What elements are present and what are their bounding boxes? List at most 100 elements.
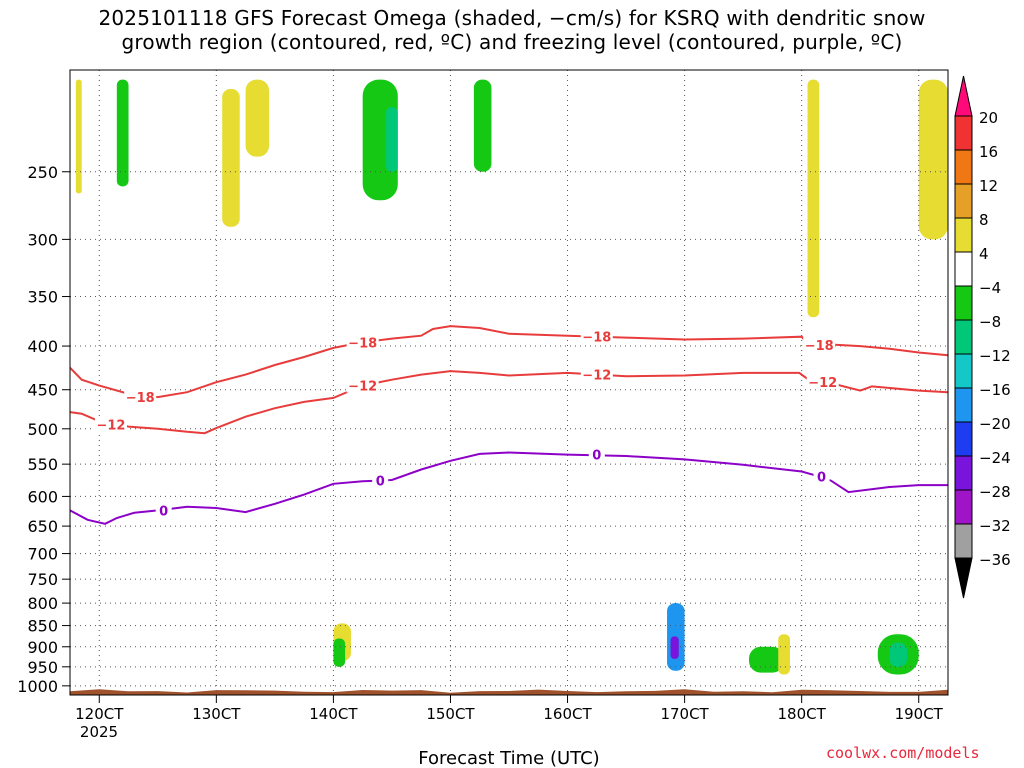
colorbar-segment-1 [954, 149, 973, 185]
freezing-level-0-label-bg-1 [372, 472, 389, 488]
colorbar-label-12: −32 [979, 517, 1011, 535]
plot-frame [69, 69, 949, 696]
y-tick-label-250: 250 [27, 163, 58, 182]
colorbar: 20 16 12 8 4 −4 −8 −12 −16 −20 −24 −28 −32 −36 [954, 75, 1011, 599]
colorbar-segment-0 [954, 115, 973, 151]
dgz-minus18-label-bg-3 [803, 337, 836, 353]
y-tick-label-500: 500 [27, 420, 58, 439]
y-tick-label-300: 300 [27, 230, 58, 249]
omega-green-lower-1 [333, 638, 346, 667]
y-tick-label-600: 600 [27, 487, 58, 506]
y-tick-label-400: 400 [27, 337, 58, 356]
dgz-minus18-label-0: −18 [126, 391, 155, 406]
omega-yellow-upper-4 [807, 79, 820, 318]
chart-title-line-2: growth region (contoured, red, ºC) and f… [121, 30, 903, 54]
colorbar-segment-10 [954, 455, 973, 491]
y-tick-label-850: 850 [27, 617, 58, 636]
omega-yellow-upper-5 [918, 79, 948, 240]
x-tick-label-130CT: 130CT [192, 705, 241, 723]
dgz-minus18-label-3: −18 [805, 339, 834, 354]
y-tick-label-950: 950 [27, 658, 58, 677]
colorbar-segment-5 [954, 285, 973, 321]
colorbar-label-2: 12 [979, 177, 998, 195]
x-axis: Forecast Time (UTC) 2025 120CT 130CT 140CT… [75, 695, 944, 768]
x-tick-label-180CT: 180CT [778, 705, 827, 723]
y-tick-label-900: 900 [27, 638, 58, 657]
omega-yellow-lower-2 [778, 634, 790, 675]
colorbar-bottom-arrow [954, 557, 973, 599]
x-tick-label-160CT: 160CT [543, 705, 592, 723]
x-axis-year-label: 2025 [80, 723, 118, 741]
omega-green-upper-2 [473, 79, 492, 172]
y-tick-label-650: 650 [27, 517, 58, 536]
x-axis-label: Forecast Time (UTC) [418, 748, 599, 768]
omega-yellow-upper-1 [75, 79, 82, 194]
omega-yellow-upper-3 [245, 79, 270, 157]
omega-cyan-lower-3 [889, 642, 908, 667]
colorbar-label-3: 8 [979, 211, 989, 229]
colorbar-segment-11 [954, 489, 973, 525]
omega-purple-lower-1 [670, 636, 679, 659]
freezing-level-0-label-bg-3 [813, 468, 830, 484]
colorbar-label-1: 16 [979, 143, 998, 161]
freezing-level-0-label-bg-0 [155, 502, 172, 518]
omega-yellow-upper-2 [222, 89, 240, 227]
dgz-minus12-label-0: −12 [96, 418, 125, 433]
freezing-level-0-label-2: 0 [592, 449, 601, 464]
colorbar-segment-9 [954, 421, 973, 457]
colorbar-segment-4 [954, 251, 973, 287]
omega-green-lower-2 [748, 646, 785, 673]
colorbar-label-13: −36 [979, 551, 1011, 569]
dgz-minus12-label-bg-2 [580, 366, 613, 382]
dgz-minus18-label-bg-1 [346, 334, 379, 350]
dgz-minus12-label-bg-1 [346, 377, 379, 393]
colorbar-label-0: 20 [979, 109, 998, 127]
terrain-layer [70, 689, 948, 695]
freezing-level-0-label-0: 0 [159, 504, 168, 519]
omega-cyan-upper [386, 107, 398, 172]
y-tick-label-750: 750 [27, 570, 58, 589]
colorbar-segment-6 [954, 319, 973, 355]
x-tick-label-140CT: 140CT [309, 705, 358, 723]
freezing-level-0-label-1: 0 [376, 475, 385, 490]
dgz-minus12-label-bg-3 [806, 374, 839, 390]
dgz-minus18-label-1: −18 [348, 336, 377, 351]
y-tick-label-1000: 1000 [17, 677, 58, 696]
colorbar-label-8: −16 [979, 381, 1011, 399]
dgz-minus12-label-3: −12 [808, 376, 837, 391]
y-tick-label-550: 550 [27, 455, 58, 474]
dgz-minus18-label-2: −18 [582, 331, 611, 346]
colorbar-segment-3 [954, 217, 973, 253]
y-tick-label-450: 450 [27, 381, 58, 400]
chart-title-line-1: 2025101118 GFS Forecast Omega (shaded, −… [98, 6, 926, 30]
colorbar-top-arrow [954, 75, 973, 117]
colorbar-segment-7 [954, 353, 973, 389]
y-axis: 250 300 350 400 450 500 550 600 650 700 750 800 850 9… [17, 163, 70, 696]
omega-shading-layer [75, 79, 948, 675]
chart-title: 2025101118 GFS Forecast Omega (shaded, −… [0, 6, 1024, 54]
freezing-level-0-label-bg-2 [588, 446, 605, 462]
freezing-level-0-label-3: 0 [817, 471, 826, 486]
x-tick-label-170CT: 170CT [660, 705, 709, 723]
colorbar-label-7: −12 [979, 347, 1011, 365]
dgz-minus12-label-2: −12 [582, 369, 611, 384]
y-tick-label-800: 800 [27, 594, 58, 613]
colorbar-label-4: 4 [979, 245, 989, 263]
dgz-minus12-label-1: −12 [348, 380, 377, 395]
x-tick-label-150CT: 150CT [426, 705, 475, 723]
x-tick-label-190CT: 190CT [895, 705, 944, 723]
dgz-minus12-label-bg-0 [94, 416, 127, 432]
colorbar-label-11: −28 [979, 483, 1011, 501]
colorbar-segment-2 [954, 183, 973, 219]
colorbar-label-5: −4 [979, 279, 1001, 297]
grid-lines [70, 70, 948, 695]
credit-label: coolwx.com/models [826, 744, 980, 762]
colorbar-label-6: −8 [979, 313, 1001, 331]
y-tick-label-350: 350 [27, 288, 58, 307]
freezing-level-0-line [70, 451, 948, 525]
colorbar-label-9: −20 [979, 415, 1011, 433]
terrain-fill [70, 689, 948, 695]
y-tick-label-700: 700 [27, 545, 58, 564]
